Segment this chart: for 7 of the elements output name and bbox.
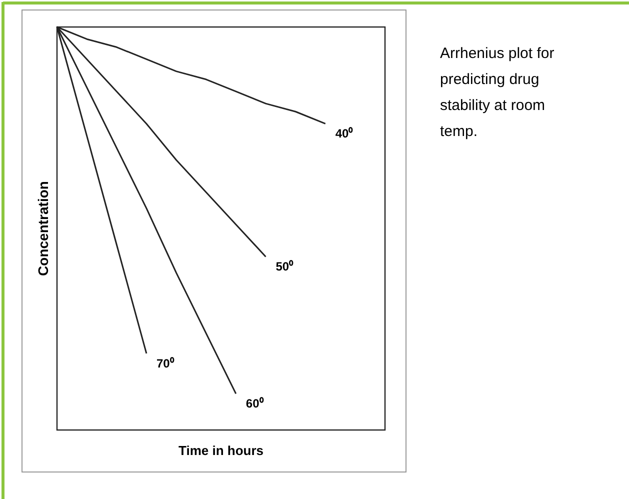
x-axis-title: Time in hours — [178, 443, 264, 458]
text: Arrhenius plot for predicting drug stability at room temp. — [440, 45, 554, 140]
series-label: 40⁰ — [335, 126, 354, 141]
series-label: 70⁰ — [156, 356, 175, 370]
series-label: 60⁰ — [246, 396, 264, 411]
y-axis-title: Concentration — [35, 181, 51, 276]
series-label: 50⁰ — [276, 260, 294, 274]
